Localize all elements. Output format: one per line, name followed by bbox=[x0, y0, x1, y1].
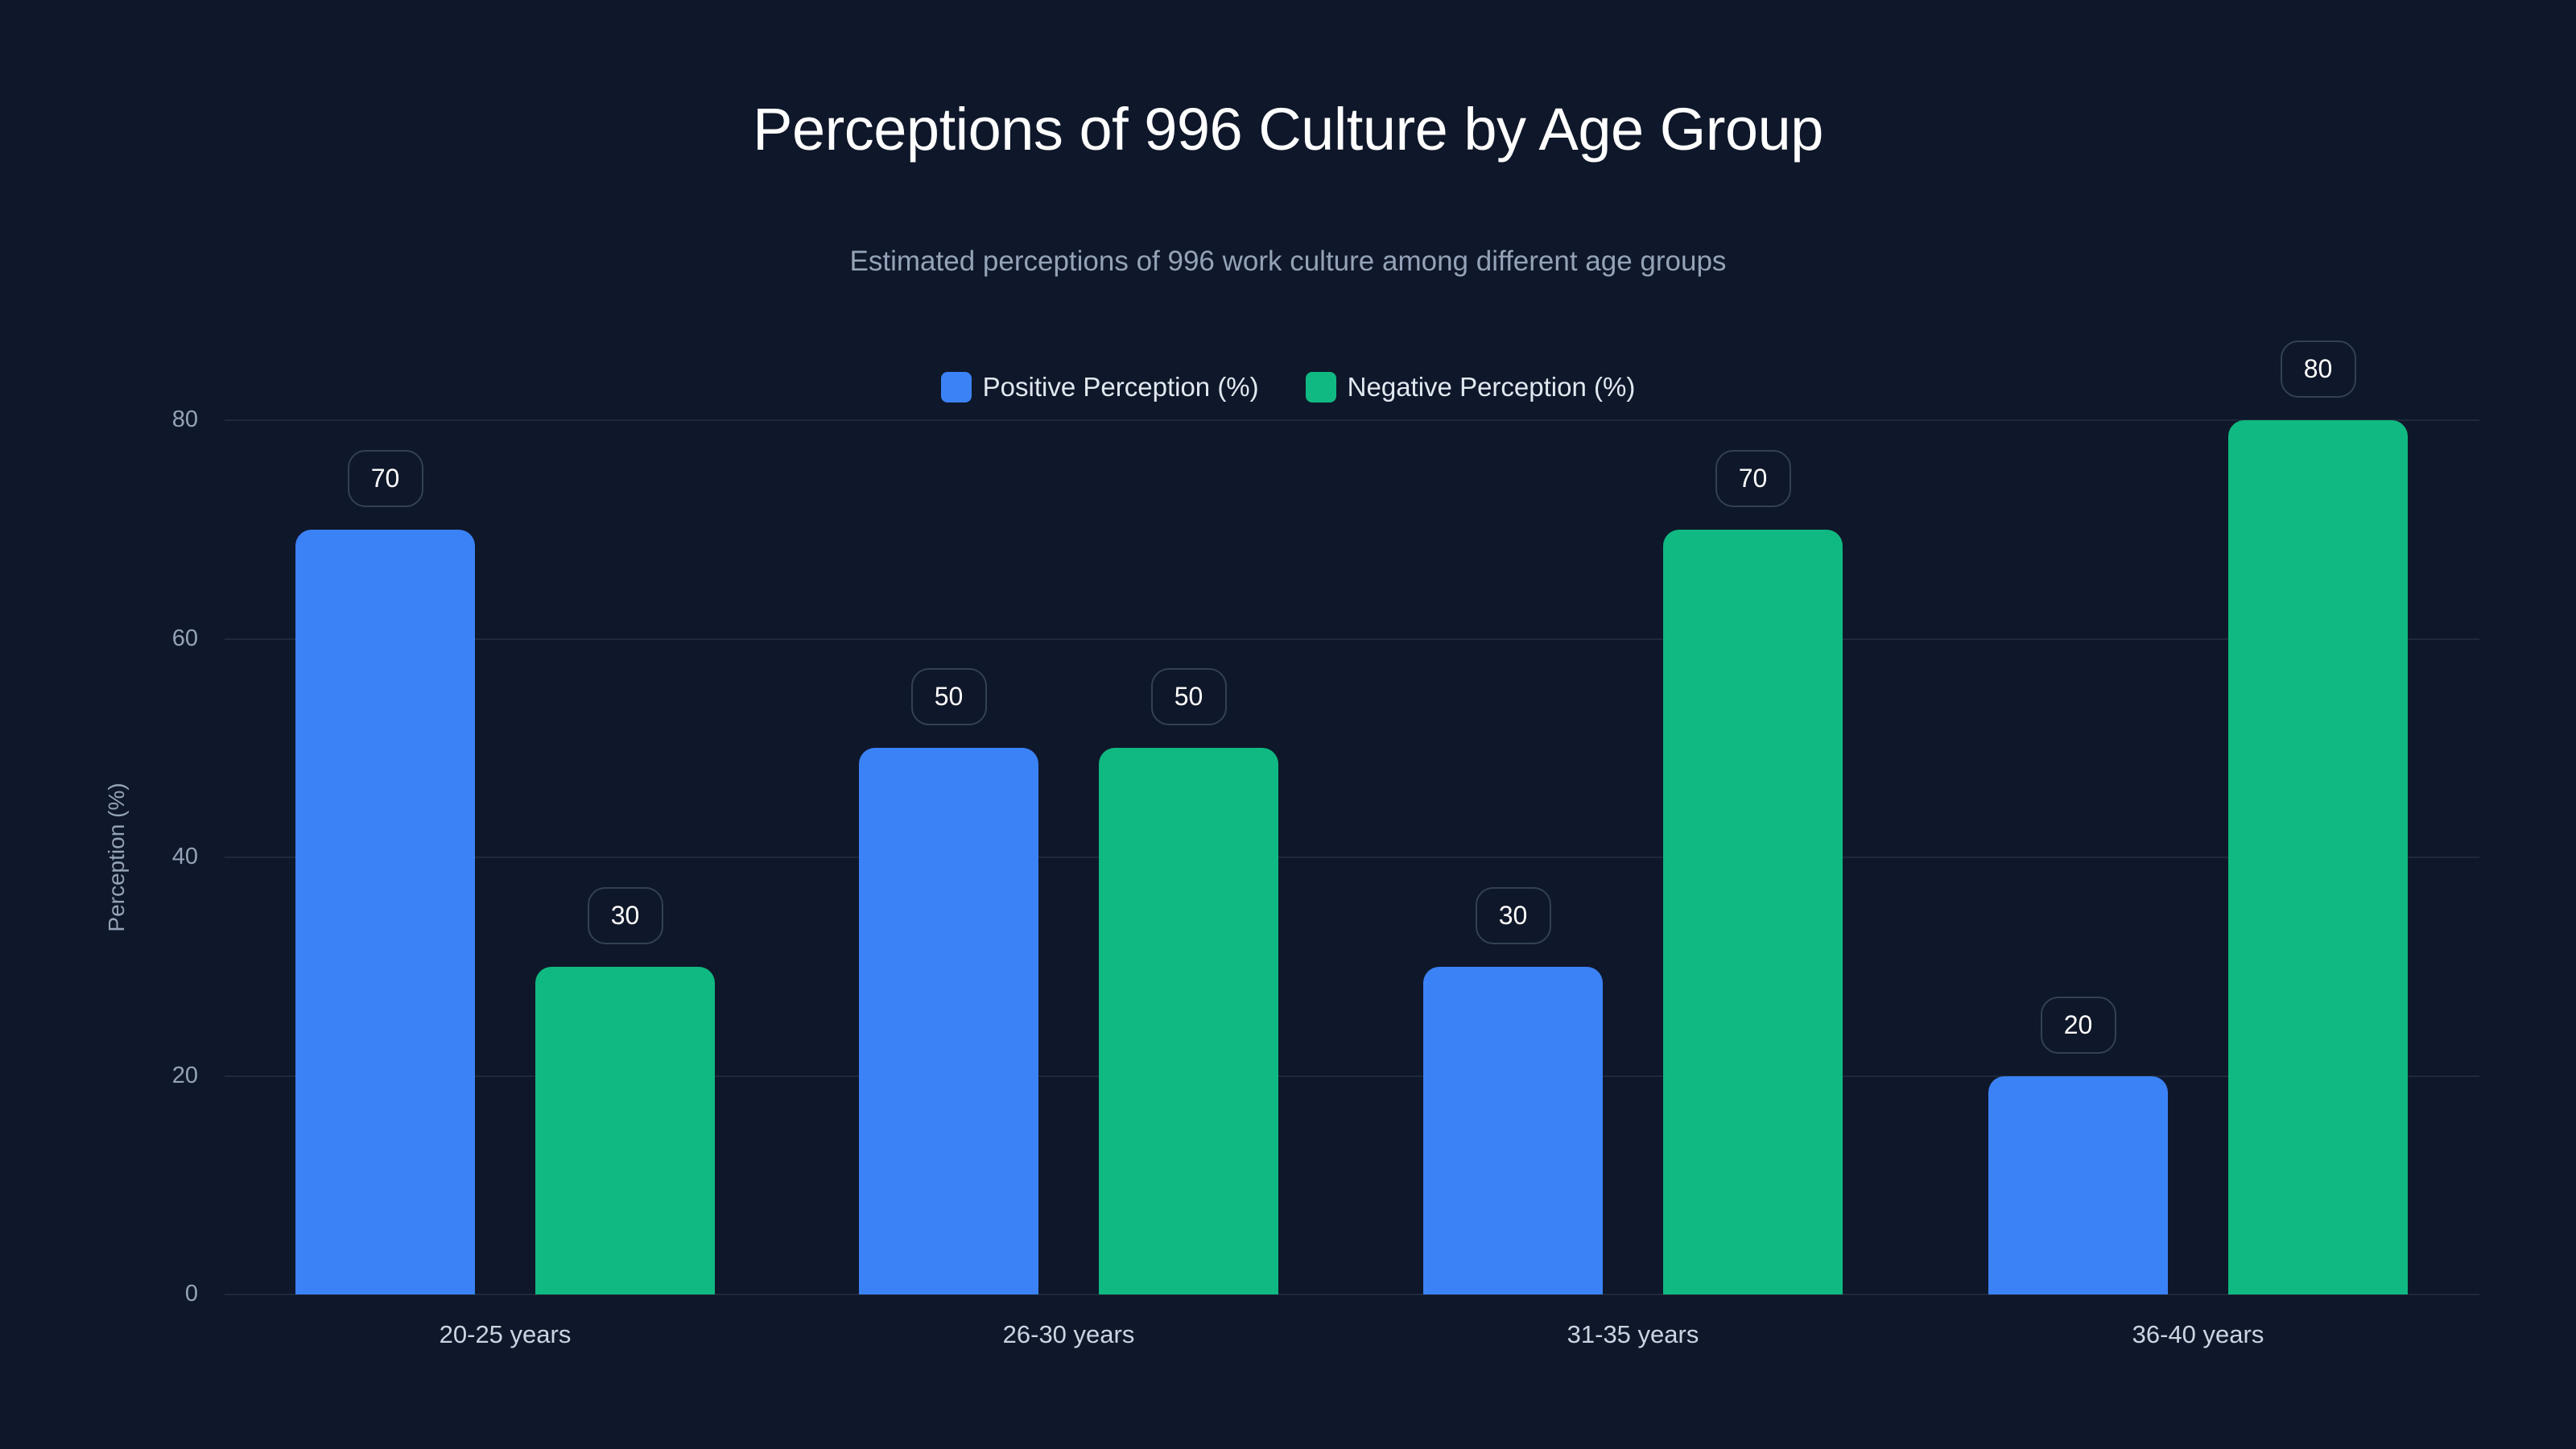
value-label: 30 bbox=[1475, 886, 1551, 944]
x-tick-label: 36-40 years bbox=[2132, 1320, 2264, 1348]
negative-bar[interactable] bbox=[2228, 420, 2408, 1294]
gridline bbox=[225, 419, 2479, 421]
positive-bar[interactable] bbox=[859, 748, 1038, 1294]
y-tick-label: 60 bbox=[171, 625, 198, 651]
positive-bar[interactable] bbox=[1988, 1075, 2168, 1294]
positive-swatch-icon bbox=[940, 372, 972, 402]
legend-label-positive: Positive Perception (%) bbox=[982, 372, 1259, 402]
gridline bbox=[225, 857, 2479, 858]
value-label: 20 bbox=[2040, 996, 2116, 1054]
legend-item-positive[interactable]: Positive Perception (%) bbox=[940, 372, 1259, 402]
gridline bbox=[225, 638, 2479, 640]
legend: Positive Perception (%) Negative Percept… bbox=[0, 372, 2576, 402]
chart-title: Perceptions of 996 Culture by Age Group bbox=[753, 96, 1823, 163]
x-tick-label: 31-35 years bbox=[1567, 1320, 1699, 1348]
value-label: 70 bbox=[1715, 449, 1791, 507]
positive-bar[interactable] bbox=[295, 529, 475, 1294]
value-label: 30 bbox=[587, 886, 663, 944]
chart-subtitle: Estimated perceptions of 996 work cultur… bbox=[849, 246, 1727, 277]
x-tick-label: 20-25 years bbox=[439, 1320, 572, 1348]
y-tick-label: 40 bbox=[171, 844, 198, 869]
value-label: 50 bbox=[910, 668, 987, 726]
gridline bbox=[225, 1294, 2479, 1295]
legend-label-negative: Negative Perception (%) bbox=[1347, 372, 1636, 402]
legend-item-negative[interactable]: Negative Perception (%) bbox=[1305, 372, 1636, 402]
negative-bar[interactable] bbox=[535, 966, 715, 1294]
value-label: 80 bbox=[2280, 341, 2356, 398]
negative-bar[interactable] bbox=[1099, 748, 1278, 1294]
y-tick-label: 20 bbox=[171, 1062, 198, 1088]
value-label: 70 bbox=[347, 449, 423, 507]
y-tick-label: 0 bbox=[184, 1281, 198, 1307]
negative-bar[interactable] bbox=[1663, 529, 1843, 1294]
negative-swatch-icon bbox=[1305, 372, 1336, 402]
value-label: 50 bbox=[1150, 668, 1227, 726]
gridline bbox=[225, 1075, 2479, 1077]
x-tick-label: 26-30 years bbox=[1002, 1320, 1135, 1348]
y-tick-label: 80 bbox=[171, 407, 198, 432]
plot-area bbox=[225, 419, 2479, 1295]
positive-bar[interactable] bbox=[1423, 966, 1603, 1294]
